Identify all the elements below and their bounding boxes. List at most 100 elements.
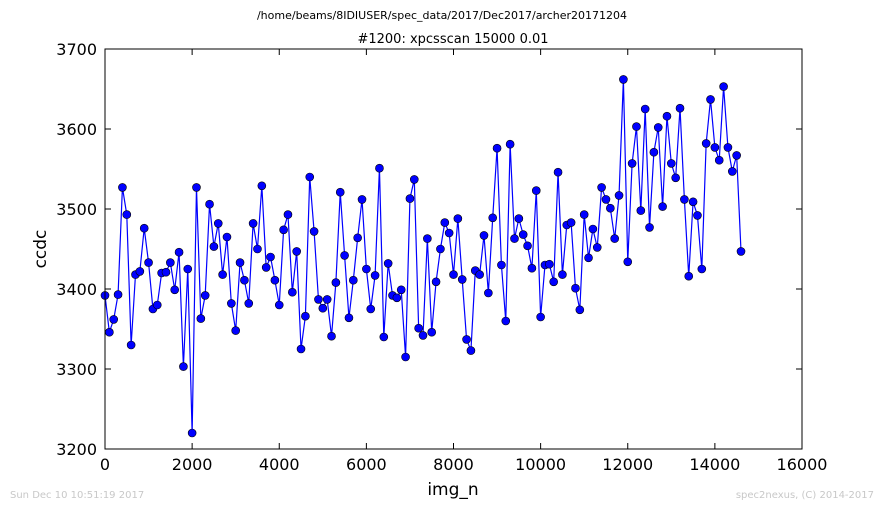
data-point	[449, 270, 458, 279]
data-point	[309, 227, 319, 236]
data-point	[370, 271, 380, 280]
data-point	[170, 285, 179, 295]
data-point	[466, 346, 476, 355]
data-point	[418, 331, 428, 340]
data-point	[235, 258, 245, 267]
data-point	[675, 103, 685, 113]
data-point	[122, 210, 132, 219]
data-point	[667, 159, 676, 168]
data-point	[222, 232, 232, 242]
data-point	[205, 199, 214, 209]
data-point	[714, 155, 724, 165]
data-point	[684, 271, 694, 281]
data-point	[183, 264, 193, 274]
data-point	[736, 247, 746, 256]
data-point	[710, 143, 720, 152]
data-point	[305, 172, 315, 182]
data-point	[614, 191, 624, 200]
data-point	[135, 267, 145, 276]
data-point	[353, 233, 362, 243]
data-point	[518, 230, 528, 239]
data-point	[462, 335, 471, 344]
data-point	[344, 313, 354, 323]
data-point	[592, 243, 602, 252]
data-point	[662, 111, 672, 121]
data-point	[366, 304, 376, 314]
data-point	[457, 275, 467, 284]
data-point	[579, 210, 589, 219]
data-point	[383, 259, 393, 268]
data-point	[209, 242, 219, 251]
data-point	[414, 323, 423, 333]
x-tick-label: 14000	[689, 455, 740, 474]
data-point	[501, 316, 511, 326]
data-point	[488, 213, 498, 223]
data-point	[105, 327, 114, 337]
data-point	[610, 234, 619, 243]
data-point	[440, 218, 450, 227]
y-tick-label: 3300	[56, 360, 97, 379]
data-point	[545, 259, 554, 269]
data-point	[597, 183, 606, 192]
data-point	[301, 311, 310, 321]
data-point	[732, 151, 741, 160]
data-point	[606, 203, 615, 213]
data-point	[218, 270, 227, 279]
data-point	[427, 327, 437, 337]
data-point	[479, 231, 489, 240]
data-point	[187, 428, 197, 438]
data-point	[231, 326, 240, 335]
data-point	[322, 295, 332, 304]
data-point	[331, 278, 341, 287]
data-point	[632, 122, 641, 131]
x-tick-label: 0	[100, 455, 110, 474]
data-point	[266, 252, 275, 262]
data-point	[292, 247, 301, 256]
data-point	[553, 167, 563, 177]
data-point	[161, 267, 171, 277]
y-axis-title: ccdc	[31, 230, 51, 269]
footer-timestamp: Sun Dec 10 10:51:19 2017	[10, 490, 144, 501]
data-point	[584, 253, 593, 263]
data-point	[240, 275, 249, 285]
data-point	[619, 75, 628, 84]
data-point	[719, 82, 728, 91]
data-point	[536, 312, 545, 322]
y-tick-label: 3600	[56, 120, 97, 139]
data-point	[484, 288, 493, 298]
data-point	[335, 187, 345, 197]
data-point	[697, 264, 707, 274]
data-point	[401, 352, 410, 362]
data-point	[357, 195, 367, 204]
data-point	[314, 295, 323, 304]
data-point	[505, 139, 515, 149]
data-point	[179, 362, 188, 371]
data-point	[566, 218, 576, 227]
data-point	[444, 228, 454, 238]
data-point	[279, 225, 288, 235]
data-point	[588, 224, 598, 234]
data-point	[405, 194, 415, 203]
data-point	[510, 234, 519, 243]
data-point	[653, 123, 663, 132]
data-point	[640, 104, 650, 114]
data-point	[152, 300, 162, 310]
data-point	[296, 344, 306, 354]
data-point	[531, 186, 541, 195]
data-point	[514, 214, 524, 223]
data-point	[244, 299, 254, 308]
data-point	[706, 95, 715, 104]
data-point	[723, 143, 733, 152]
data-point	[623, 257, 633, 267]
y-tick-label: 3500	[56, 200, 97, 219]
data-point	[144, 258, 153, 267]
x-tick-label: 8000	[433, 455, 474, 474]
data-point	[213, 219, 223, 228]
chart-title: #1200: xpcsscan 15000 0.01	[357, 32, 548, 47]
data-point	[680, 195, 689, 204]
data-point	[362, 264, 371, 274]
data-point	[636, 206, 646, 215]
data-point	[431, 277, 441, 287]
data-point	[126, 340, 136, 350]
